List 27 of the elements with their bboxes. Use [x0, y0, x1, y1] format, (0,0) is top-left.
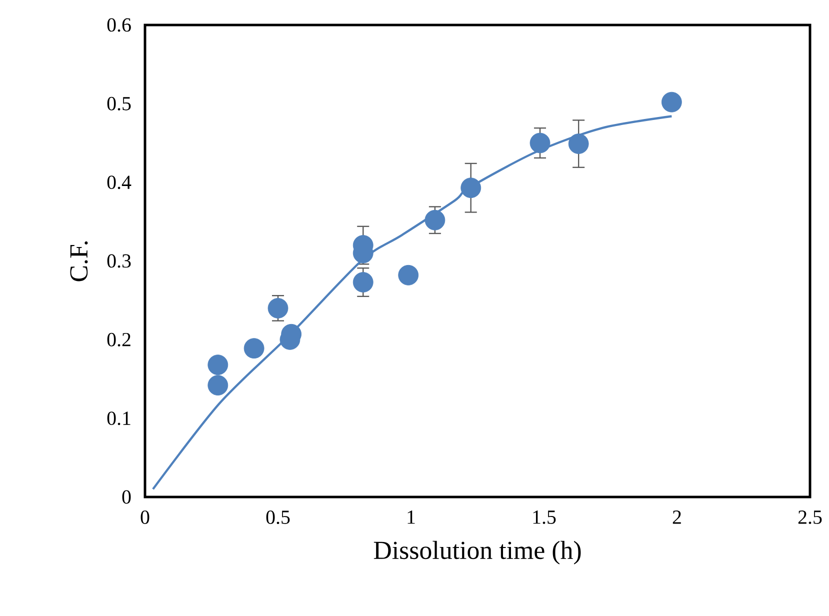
y-tick-label: 0.1	[107, 412, 130, 426]
y-tick-label: 0.3	[107, 254, 131, 268]
line-series	[152, 115, 673, 490]
point	[398, 264, 419, 286]
point	[352, 272, 374, 292]
y-tick-label: 0.6	[107, 18, 131, 32]
point	[208, 375, 228, 396]
y-axis-title: C.F.	[70, 241, 88, 282]
x-axis-title: Dissolution time (h)	[374, 540, 581, 564]
x-tick-label: 0.5	[266, 510, 290, 524]
y-tick-label: 0.2	[107, 332, 130, 346]
point	[530, 132, 550, 154]
x-tick-label: 1	[408, 510, 415, 524]
point	[424, 210, 446, 230]
point	[568, 134, 589, 154]
y-tick-label: 0.5	[107, 96, 131, 110]
y-tick-label: 0.4	[107, 176, 132, 190]
x-tick-label: 1.5	[533, 510, 556, 524]
x-tick-label: 2.5	[798, 510, 822, 524]
point	[460, 178, 482, 198]
point	[661, 92, 682, 112]
y-tick-label: 0	[122, 490, 131, 504]
x-tick-label: 0	[140, 510, 150, 524]
x-tick-label: 2	[672, 510, 681, 524]
point	[208, 354, 228, 376]
point	[244, 338, 264, 359]
point	[268, 298, 288, 318]
